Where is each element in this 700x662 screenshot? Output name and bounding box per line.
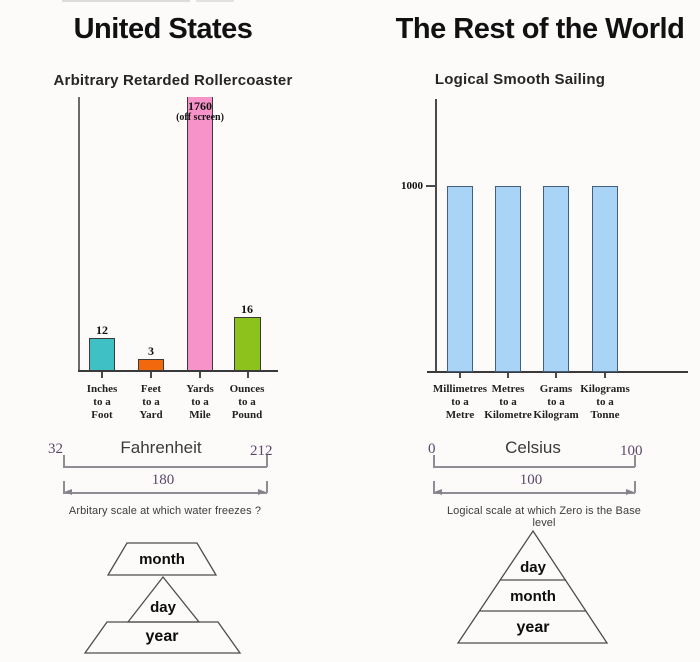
fahrenheit-max: 212 <box>250 443 273 459</box>
x-tick <box>247 372 249 378</box>
dimension-tick <box>63 455 65 467</box>
us-date-pyramid-shapes <box>83 542 242 654</box>
x-category-label: Kilograms to a Tonne <box>580 383 630 421</box>
x-category-label: Metres to a Kilometre <box>484 383 532 421</box>
bar-value-label: 1760 <box>188 99 212 113</box>
world-date-middle: month <box>510 588 556 605</box>
x-category-label: Millimetres to a Metre <box>432 383 488 421</box>
bar-metres-to-kilometre <box>495 186 521 372</box>
celsius-caption: Logical scale at which Zero is the Base … <box>446 505 642 529</box>
world-date-bottom: year <box>516 619 550 636</box>
x-category-label: Yards to a Mile <box>186 383 214 421</box>
arrow-right-icon <box>626 489 634 495</box>
world-date-top: day <box>520 559 546 576</box>
x-tick <box>150 372 152 378</box>
fahrenheit-min: 32 <box>48 441 63 457</box>
bar-inches-to-foot <box>89 338 115 371</box>
month-trapezoid <box>106 542 218 576</box>
right-chart-x-axis <box>427 371 688 373</box>
left-chart-x-axis <box>78 370 278 372</box>
dimension-tick <box>266 455 268 467</box>
bar-grams-to-kilogram <box>543 186 569 372</box>
dimension-tick <box>433 455 435 467</box>
x-tick <box>555 373 557 378</box>
dimension-tick <box>266 481 268 493</box>
celsius-min: 0 <box>428 441 436 457</box>
dimension-tick <box>63 481 65 493</box>
pyramid-outline <box>456 529 609 644</box>
crop-artifact <box>62 0 190 2</box>
dimension-line <box>63 466 267 468</box>
x-category-label: Grams to a Kilogram <box>533 383 579 421</box>
right-column-title: The Rest of the World <box>395 13 685 45</box>
dimension-tick <box>634 455 636 467</box>
x-tick <box>199 372 201 378</box>
celsius-title: Celsius <box>505 438 561 457</box>
celsius-max: 100 <box>620 443 643 459</box>
bar-value-label: 16 <box>241 302 253 316</box>
x-tick <box>101 372 103 378</box>
celsius-range: 100 <box>519 472 543 488</box>
arrow-left-icon <box>64 489 72 495</box>
fahrenheit-range: 180 <box>151 472 175 488</box>
dimension-line <box>63 492 267 494</box>
us-date-top: month <box>139 551 185 568</box>
bar-millimetres-to-metre <box>447 186 473 372</box>
arrow-left-icon <box>434 489 442 495</box>
left-column-title: United States <box>73 13 253 45</box>
x-category-label: Ounces to a Pound <box>229 383 265 421</box>
bar-kilograms-to-tonne <box>592 186 618 372</box>
bar-value-label: 12 <box>96 323 108 337</box>
right-chart-title: Logical Smooth Sailing <box>434 71 606 88</box>
dimension-line <box>433 466 635 468</box>
left-chart-y-axis <box>78 97 80 371</box>
fahrenheit-title: Fahrenheit <box>120 438 202 457</box>
us-date-middle: day <box>150 599 176 616</box>
x-tick <box>459 373 461 378</box>
dimension-tick <box>433 481 435 493</box>
x-category-label: Feet to a Yard <box>139 383 163 421</box>
crop-artifact <box>196 0 234 2</box>
bar-value-label: 3 <box>148 344 154 358</box>
us-date-bottom: year <box>145 628 179 645</box>
bar-feet-to-yard <box>138 359 164 371</box>
world-date-pyramid-shapes <box>456 529 609 644</box>
x-category-label: Inches to a Foot <box>86 383 118 421</box>
fahrenheit-caption: Arbitary scale at which water freezes ? <box>68 505 262 517</box>
y-tick-label: 1000 <box>401 180 423 192</box>
x-tick <box>604 373 606 378</box>
bar-yards-to-mile <box>187 97 213 371</box>
left-chart-title: Arbitrary Retarded Rollercoaster <box>53 72 293 89</box>
bar-offscreen-note: (off screen) <box>176 112 224 123</box>
year-trapezoid <box>83 621 242 654</box>
dimension-tick <box>634 481 636 493</box>
arrow-right-icon <box>258 489 266 495</box>
dimension-line <box>433 492 635 494</box>
y-tick-1000 <box>426 185 436 187</box>
x-tick <box>507 373 509 378</box>
right-chart-y-axis <box>435 99 437 372</box>
bar-ounces-to-pound <box>234 317 261 371</box>
